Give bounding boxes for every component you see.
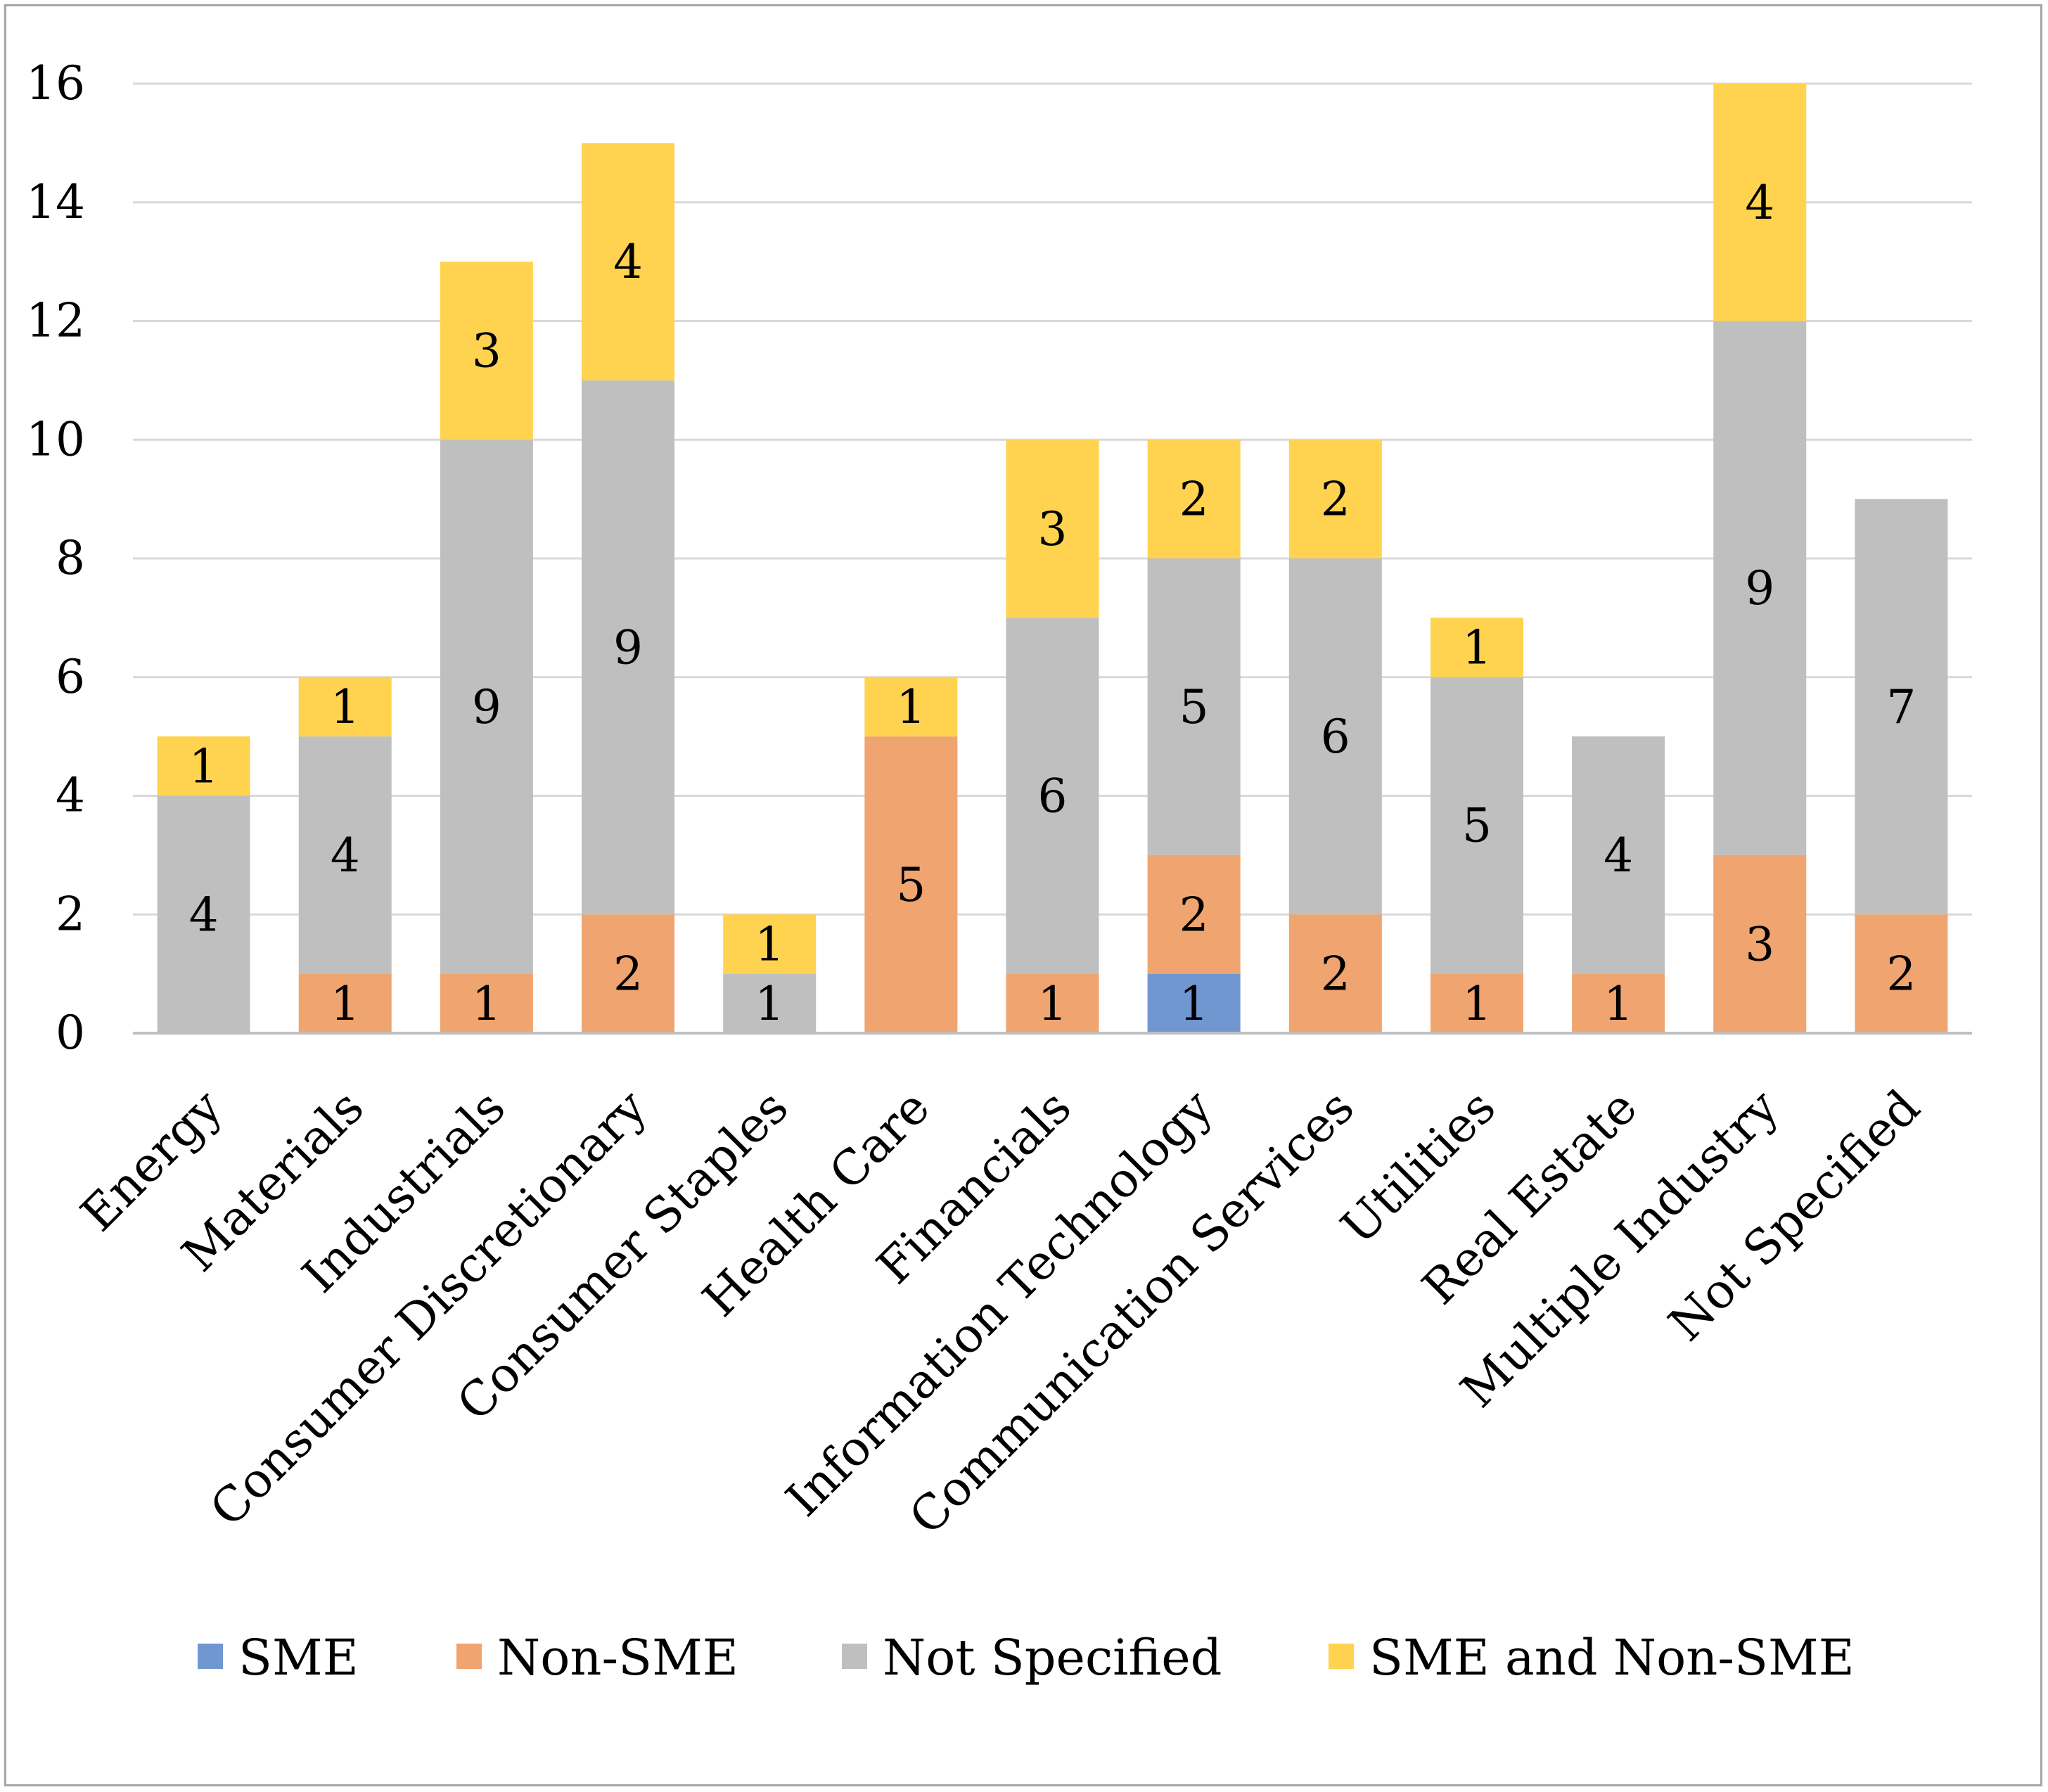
data-label: 1 <box>1179 977 1209 1031</box>
bar-segment-non-sme <box>1147 855 1241 974</box>
data-label: 4 <box>1604 828 1633 883</box>
bar-segment-non-sme <box>1430 973 1523 1033</box>
bar-segment-sme-and-non-sme <box>582 143 675 380</box>
data-label: 4 <box>331 828 360 883</box>
y-tick-label: 12 <box>26 294 85 348</box>
bar-segment-sme-and-non-sme <box>1147 440 1241 558</box>
data-label: 9 <box>1745 561 1774 615</box>
data-label: 1 <box>189 739 219 793</box>
legend-label: Not Specified <box>883 1629 1222 1687</box>
data-label: 1 <box>331 680 360 734</box>
bar-segment-non-sme <box>440 973 533 1033</box>
bar-segment-non-sme <box>1288 914 1382 1033</box>
bar-segment-non-sme <box>1713 855 1807 1033</box>
data-label: 9 <box>613 621 643 675</box>
data-label: 6 <box>1038 769 1068 824</box>
data-label: 1 <box>755 977 784 1031</box>
data-label: 1 <box>1462 621 1492 675</box>
data-label: 1 <box>1462 977 1492 1031</box>
bar-segment-non-sme <box>864 736 958 1033</box>
data-label: 2 <box>1179 473 1209 527</box>
bar-segment-sme-and-non-sme <box>1006 440 1099 618</box>
data-label: 2 <box>1321 473 1350 527</box>
x-tick-label: Not Specified <box>1658 1080 1931 1352</box>
legend-label: Non-SME <box>497 1629 738 1687</box>
y-tick-label: 10 <box>26 412 85 466</box>
legend-swatch-sme <box>198 1644 223 1669</box>
data-label: 5 <box>896 858 926 912</box>
data-label: 6 <box>1321 710 1350 764</box>
bar-segment-non-sme <box>298 973 392 1033</box>
bar-segment-not-specified <box>1713 321 1807 855</box>
bar-segment-not-specified <box>1006 617 1099 974</box>
legend-swatch-not-specified <box>842 1644 867 1669</box>
legend: SME Non-SME Not Specified SME and Non-SME <box>198 1629 1855 1687</box>
data-label: 5 <box>1462 799 1492 853</box>
data-label: 1 <box>1604 977 1633 1031</box>
bar-segment-not-specified <box>582 380 675 915</box>
bar-segment-not-specified <box>1288 558 1382 915</box>
y-tick-label: 0 <box>56 1006 85 1060</box>
data-label: 5 <box>1179 680 1209 734</box>
legend-label: SME and Non-SME <box>1369 1629 1855 1687</box>
data-label: 2 <box>1886 947 1916 1001</box>
bar-segment-not-specified <box>1855 499 1948 915</box>
bar-segment-not-specified <box>1430 677 1523 974</box>
y-axis-ticks: 0 2 4 6 8 10 12 14 16 <box>26 56 85 1060</box>
data-label: 2 <box>1321 947 1350 1001</box>
bar-segment-not-specified <box>298 736 392 974</box>
bar-segment-non-sme <box>582 914 675 1033</box>
y-tick-label: 6 <box>56 650 85 704</box>
bar-segment-sme-and-non-sme <box>723 914 817 974</box>
bar-segment-sme-and-non-sme <box>1430 617 1523 677</box>
data-label: 1 <box>1038 977 1068 1031</box>
bar-segment-sme-and-non-sme <box>864 677 958 737</box>
bar-segment-not-specified <box>1572 736 1665 974</box>
data-label: 4 <box>1745 176 1774 230</box>
bar-segment-sme-and-non-sme <box>1288 440 1382 558</box>
bar-segment-sme-and-non-sme <box>440 262 533 440</box>
data-label: 4 <box>613 235 643 289</box>
bar-segment-non-sme <box>1855 914 1948 1033</box>
bar-segment-not-specified <box>440 440 533 974</box>
legend-label: SME <box>238 1629 359 1687</box>
bars: 4 1 1 4 1 1 9 3 2 9 4 1 1 5 1 1 6 3 1 2 5 2 2 6 2 1 5 1 1 4 3 9 4 2 7 <box>157 84 1948 1033</box>
y-tick-label: 16 <box>26 56 85 110</box>
data-label: 1 <box>331 977 360 1031</box>
data-label: 3 <box>472 324 501 378</box>
bar-segment-not-specified <box>723 973 817 1033</box>
bar-segment-non-sme <box>1572 973 1665 1033</box>
legend-swatch-non-sme <box>456 1644 482 1669</box>
bar-segment-non-sme <box>1006 973 1099 1033</box>
bar-segment-sme <box>1147 973 1241 1033</box>
y-tick-label: 4 <box>56 769 85 823</box>
bar-segment-sme-and-non-sme <box>157 736 250 796</box>
data-label: 4 <box>189 888 219 942</box>
bar-segment-not-specified <box>157 795 250 1033</box>
legend-swatch-sme-and-non-sme <box>1329 1644 1354 1669</box>
data-label: 1 <box>896 680 926 734</box>
data-label: 9 <box>472 680 501 734</box>
data-label: 3 <box>1038 502 1068 556</box>
bar-segment-not-specified <box>1147 558 1241 855</box>
data-label: 3 <box>1745 917 1774 971</box>
data-label: 2 <box>1179 888 1209 942</box>
data-label: 2 <box>613 947 643 1001</box>
bar-segment-sme-and-non-sme <box>298 677 392 737</box>
data-label: 7 <box>1886 680 1916 734</box>
data-label: 1 <box>755 917 784 971</box>
y-tick-label: 14 <box>26 175 85 229</box>
data-label: 1 <box>472 977 501 1031</box>
bar-segment-sme-and-non-sme <box>1713 84 1807 321</box>
y-tick-label: 8 <box>56 531 85 585</box>
y-tick-label: 2 <box>56 887 85 941</box>
